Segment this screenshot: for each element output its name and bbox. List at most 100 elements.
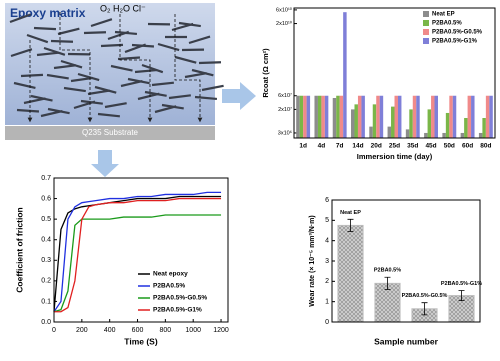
line <box>54 197 222 313</box>
line <box>53 214 222 313</box>
bar <box>324 95 329 138</box>
y-axis-title: Rcoat (Ω cm²) <box>261 48 270 98</box>
plot-frame <box>53 177 229 323</box>
bar <box>299 95 304 138</box>
flake <box>83 31 107 35</box>
bar <box>376 95 380 138</box>
error-bar <box>458 290 465 302</box>
flake <box>30 94 53 102</box>
bar <box>467 95 472 138</box>
schematic: Q235 Substrate Epoxy matrix O₂ H₂O Cl⁻ <box>5 3 224 140</box>
flake <box>174 55 197 64</box>
bar <box>464 118 468 138</box>
bar <box>354 104 358 138</box>
bar <box>336 95 340 138</box>
flake <box>178 21 201 28</box>
bar <box>482 118 486 138</box>
bar <box>391 106 395 138</box>
x-tick-label: 20d <box>371 143 382 150</box>
bar <box>489 95 493 138</box>
y-tick-label: 4 <box>325 238 329 245</box>
flake <box>151 81 174 87</box>
y-tick-label: 0.2 <box>41 278 51 285</box>
flake <box>47 107 70 115</box>
y-tick-label: 5 <box>325 217 329 224</box>
substrate-label: Q235 Substrate <box>82 128 139 137</box>
bar <box>394 95 398 138</box>
bar <box>405 129 410 138</box>
x-tick-label: 60d <box>462 143 473 150</box>
y-tick-label: 0 <box>325 319 329 326</box>
flake <box>53 64 76 70</box>
flake <box>20 73 44 78</box>
y-tick-label: 0.6 <box>41 195 51 202</box>
line <box>53 191 222 313</box>
x-axis-title: Immersion time (day) <box>357 152 433 161</box>
bar <box>397 95 402 138</box>
bar <box>387 126 392 138</box>
y-tick-label: 2x10¹⁰ <box>276 20 293 27</box>
bar <box>442 132 446 138</box>
y-tick-label: 0.3 <box>41 257 51 264</box>
flake <box>26 33 49 44</box>
flake <box>46 73 69 80</box>
flake <box>60 59 83 69</box>
bar-label: P2BA0.5% <box>374 268 401 274</box>
legend-label: P2BA0.5%-G0.5% <box>153 295 207 302</box>
flake <box>90 18 113 28</box>
diffusion-path <box>174 14 203 123</box>
flake <box>168 94 191 100</box>
flake <box>104 102 127 109</box>
bar <box>337 224 364 323</box>
bar <box>434 95 438 138</box>
arrow-right <box>222 82 256 110</box>
y-tick-label: 6x10⁷ <box>278 92 292 99</box>
bar <box>427 109 432 138</box>
bar <box>357 95 362 138</box>
flake <box>50 39 74 43</box>
flake <box>188 35 211 45</box>
flake <box>94 85 117 94</box>
flake <box>57 27 80 36</box>
flake <box>9 13 32 24</box>
x-tick-label: 1000 <box>185 327 201 334</box>
flake <box>134 68 158 74</box>
legend-swatch <box>423 20 429 26</box>
flake <box>110 64 133 72</box>
legend-swatch <box>423 11 429 17</box>
legend-label: P2BA0.5%-G1% <box>432 39 478 45</box>
bar <box>343 12 347 139</box>
bar <box>332 98 337 138</box>
bar <box>449 95 453 138</box>
flake <box>157 42 180 52</box>
bar <box>412 95 417 138</box>
flake <box>144 90 167 97</box>
bar <box>445 112 450 138</box>
error-bar <box>421 302 428 316</box>
flake <box>127 77 150 85</box>
x-tick-label: 50d <box>444 143 455 150</box>
x-tick-label: 7d <box>336 143 344 150</box>
plot-frame <box>293 7 496 139</box>
flake <box>87 89 110 96</box>
line <box>53 195 222 312</box>
legend-label: P2BA0.5%-G0.5% <box>432 30 483 36</box>
y-tick-label: 6x10¹⁰ <box>276 6 293 13</box>
diffusion-path <box>119 14 153 123</box>
bar-label: P2BA0.5%-G1% <box>441 281 482 287</box>
flake <box>131 43 155 48</box>
x-axis-title: Sample number <box>374 336 438 346</box>
y-tick-label: 0.5 <box>41 216 51 223</box>
flake <box>191 68 214 77</box>
y-tick-label: 2 <box>325 278 329 285</box>
bar <box>478 132 483 138</box>
error-bar <box>384 276 391 290</box>
flake <box>10 48 33 58</box>
flake <box>100 43 124 48</box>
flake <box>63 86 86 93</box>
bar <box>317 95 322 138</box>
bar <box>339 95 344 138</box>
flake <box>114 30 138 36</box>
bar <box>431 95 435 138</box>
y-tick-label: 6 <box>325 197 329 204</box>
